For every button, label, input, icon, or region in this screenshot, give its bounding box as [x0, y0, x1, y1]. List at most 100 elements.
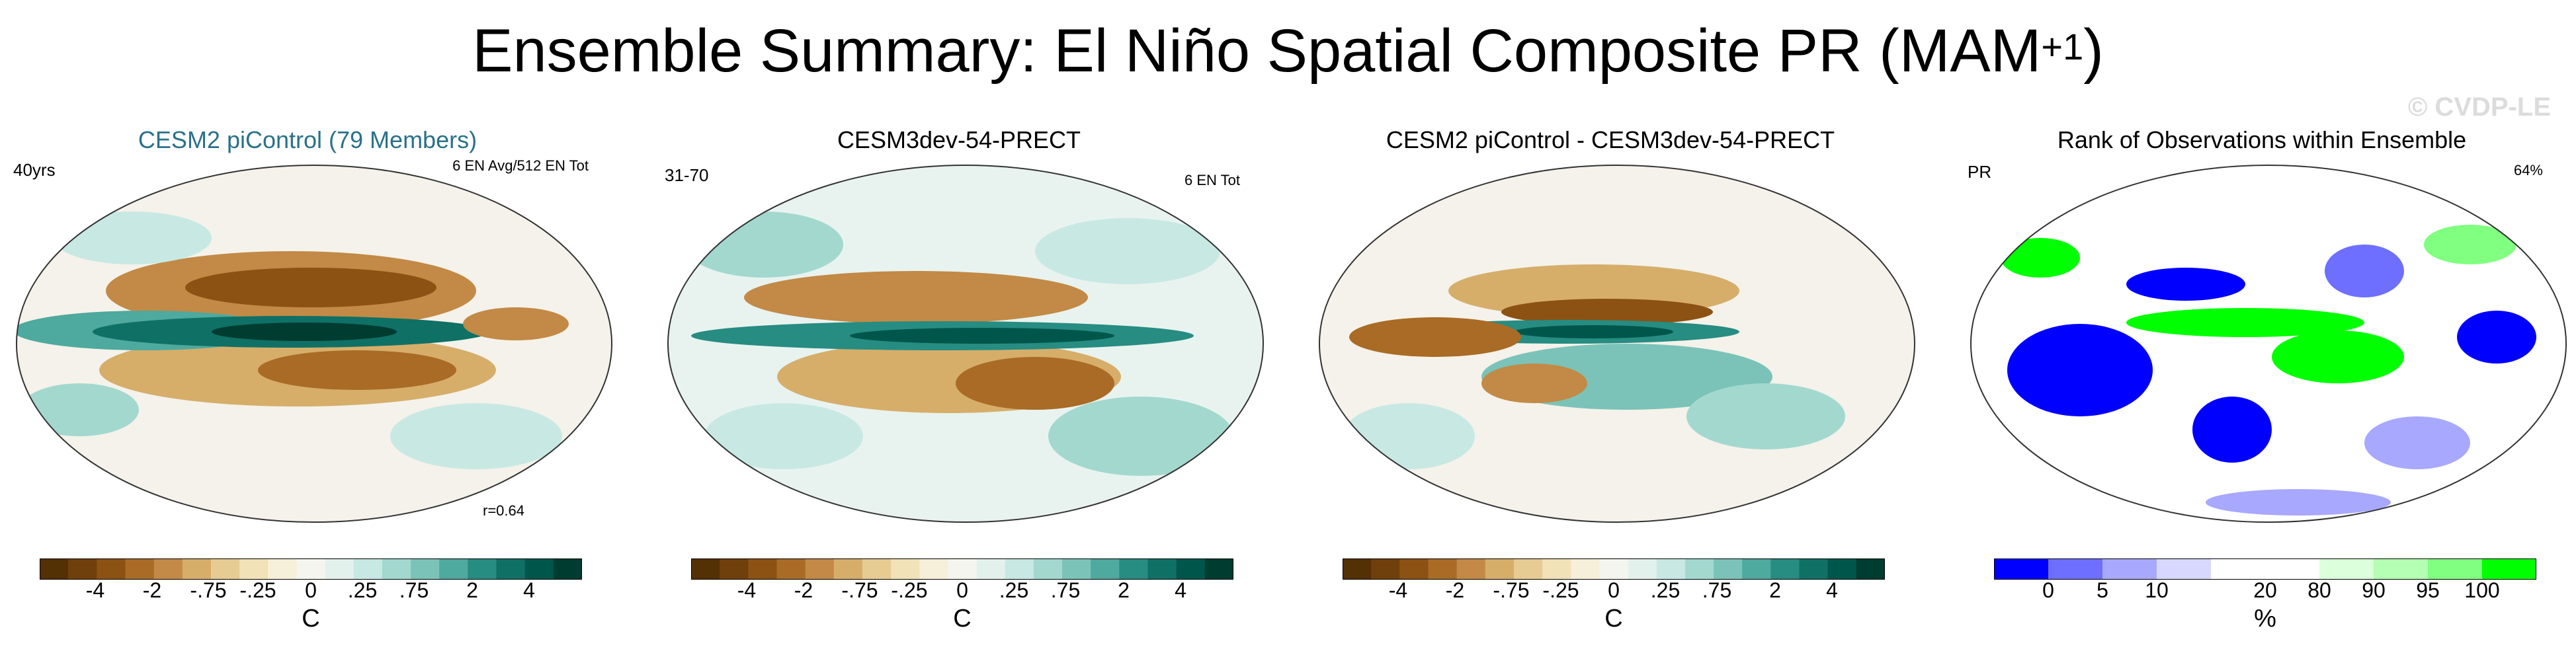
tick-label: .25: [999, 578, 1029, 602]
colorbar-swatch: [1062, 558, 1091, 580]
colorbar-swatch: [1770, 558, 1800, 580]
colorbar-swatch: [2265, 558, 2320, 580]
colorbar-swatch: [2102, 558, 2157, 580]
colorbar-swatch: [1005, 558, 1034, 580]
colorbar-swatch: [1343, 558, 1372, 580]
tick-label: 4: [1826, 578, 1838, 602]
map-cesm2: [16, 165, 612, 523]
panel-title: CESM2 piControl (79 Members): [138, 126, 478, 153]
colorbar-swatch: [268, 558, 297, 580]
colorbar-swatch: [2374, 558, 2429, 580]
colorbar-ticks: -4 -2 -.75 -.25 0 .25 .75 2 4: [1343, 578, 1885, 605]
tick-label: -.25: [1542, 578, 1579, 602]
colorbar-swatch: [1371, 558, 1400, 580]
map-rank: [1970, 165, 2567, 523]
tick-label: 0: [305, 578, 317, 602]
tick-label: -.25: [239, 578, 276, 602]
tick-label: -4: [1388, 578, 1408, 602]
colorbar-swatch: [1856, 558, 1885, 580]
colorbar-swatch: [1456, 558, 1486, 580]
colorbar-swatch: [2482, 558, 2536, 580]
colorbar-swatch: [1147, 558, 1177, 580]
colorbar: [691, 558, 1233, 580]
colorbar-swatch: [833, 558, 863, 580]
tick-label: 95: [2416, 578, 2440, 602]
tick-label: .25: [1650, 578, 1681, 602]
colorbar: [1994, 558, 2536, 580]
colorbar-swatch: [748, 558, 777, 580]
colorbar-swatch: [2319, 558, 2374, 580]
colorbar-swatch: [1714, 558, 1743, 580]
colorbar-swatch: [125, 558, 155, 580]
panel-title: Rank of Observations within Ensemble: [2057, 126, 2467, 153]
tick-label: -2: [1445, 578, 1465, 602]
tick-label: 4: [1175, 578, 1186, 602]
colorbar-swatch: [1542, 558, 1571, 580]
tick-label: -2: [794, 578, 813, 602]
colorbar-swatch: [1176, 558, 1206, 580]
colorbar-swatch: [891, 558, 920, 580]
correlation-label: r=0.64: [483, 502, 524, 519]
colorbar-swatch: [2428, 558, 2483, 580]
colorbar-swatch: [239, 558, 269, 580]
panel-right-label: 6 EN Avg/512 EN Tot: [452, 157, 589, 174]
panel-cesm3dev: CESM3dev-54-PRECT 31-70 6 EN Tot -4 -2 -…: [651, 126, 1267, 641]
tick-label: 0: [1608, 578, 1620, 602]
colorbar-swatch: [325, 558, 354, 580]
colorbar-unit: C: [302, 605, 320, 633]
colorbar-swatch: [182, 558, 212, 580]
colorbar-swatch: [97, 558, 126, 580]
colorbar-swatch: [553, 558, 582, 580]
colorbar-swatch: [1428, 558, 1458, 580]
colorbar-swatch: [382, 558, 411, 580]
map-difference: [1319, 165, 1915, 523]
colorbar-swatch: [1628, 558, 1657, 580]
title-superscript: +1: [2041, 26, 2084, 67]
colorbar-swatch: [1513, 558, 1543, 580]
colorbar-swatch: [2211, 558, 2266, 580]
map-cesm3dev: [667, 165, 1264, 523]
panel-left-label: 31-70: [665, 165, 709, 185]
colorbar-unit: %: [2254, 605, 2276, 633]
colorbar-swatch: [353, 558, 383, 580]
panel-cesm2: CESM2 piControl (79 Members) 40yrs 6 EN …: [0, 126, 615, 641]
colorbar-swatch: [776, 558, 806, 580]
tick-label: 80: [2307, 578, 2331, 602]
colorbar-swatch: [1799, 558, 1829, 580]
tick-label: 5: [2097, 578, 2108, 602]
figure-title: Ensemble Summary: El Niño Spatial Compos…: [472, 17, 2104, 85]
colorbar-swatch: [1599, 558, 1629, 580]
tick-label: -.75: [1493, 578, 1530, 602]
tick-label: -.75: [841, 578, 878, 602]
colorbar-swatch: [1204, 558, 1233, 580]
panel-right-label: 64%: [2513, 162, 2543, 178]
tick-label: .75: [399, 578, 429, 602]
colorbar-swatch: [805, 558, 835, 580]
colorbar-swatch: [68, 558, 97, 580]
colorbar-swatch: [1827, 558, 1857, 580]
colorbar-unit: C: [953, 605, 972, 633]
colorbar-border: [691, 558, 1233, 580]
colorbar-swatch: [862, 558, 892, 580]
colorbar-border: [40, 558, 582, 580]
tick-label: .75: [1702, 578, 1732, 602]
colorbar-swatch: [411, 558, 440, 580]
tick-label: 0: [956, 578, 968, 602]
colorbar-ticks: 0 5 10 20 80 90 95 100: [1994, 578, 2536, 605]
colorbar-swatch: [40, 558, 69, 580]
watermark: © CVDP-LE: [2407, 93, 2551, 122]
colorbar: [40, 558, 582, 580]
tick-label: 2: [1118, 578, 1130, 602]
colorbar-swatch: [210, 558, 240, 580]
colorbar-swatch: [296, 558, 326, 580]
colorbar-swatch: [1091, 558, 1120, 580]
colorbar-swatch: [1399, 558, 1429, 580]
panel-rank: Rank of Observations within Ensemble PR …: [1954, 126, 2569, 641]
colorbar-border: [1994, 558, 2536, 580]
tick-label: 20: [2253, 578, 2277, 602]
colorbar-swatch: [1571, 558, 1600, 580]
colorbar-swatch: [976, 558, 1006, 580]
colorbar-swatch: [720, 558, 749, 580]
colorbar-swatch: [1684, 558, 1714, 580]
tick-label: .25: [347, 578, 378, 602]
